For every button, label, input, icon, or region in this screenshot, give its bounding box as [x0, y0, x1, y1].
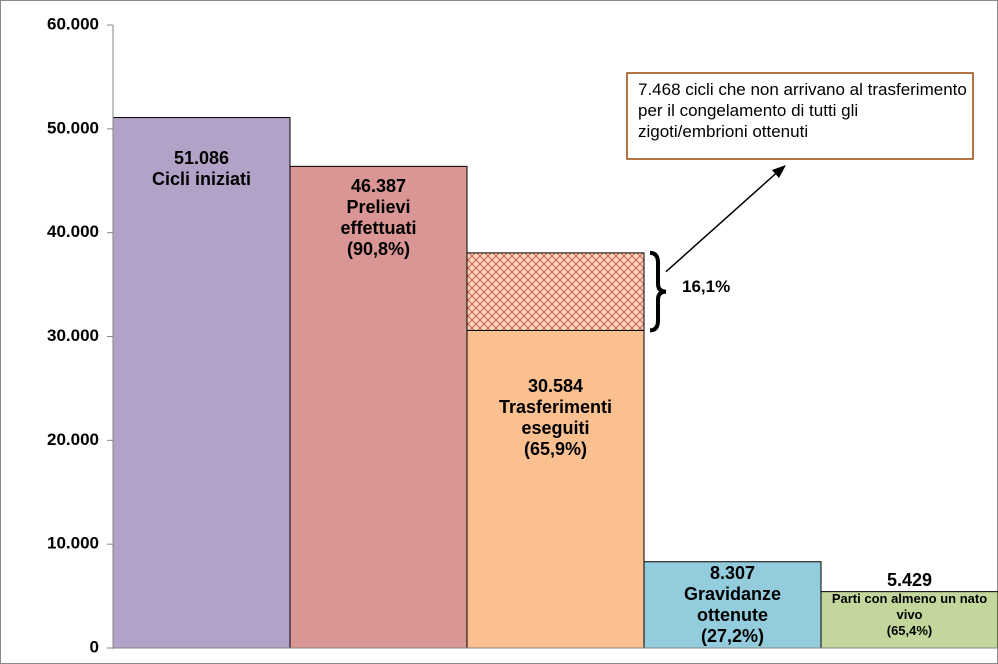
category-label: Prelievi effettuati	[340, 197, 417, 238]
y-tick-label: 50.000	[47, 118, 99, 137]
bar	[820, 591, 998, 649]
share-label: (65,4%)	[886, 623, 933, 638]
arrow	[665, 167, 783, 273]
y-tick-label: 30.000	[47, 326, 99, 345]
bar-label-box: 46.387 Prelievi effettuati (90,8%)	[324, 176, 434, 260]
bar-label-box: 5.429 Parti con almeno un nato vivo (65,4%…	[825, 570, 995, 639]
bar	[289, 165, 468, 649]
annotation: 7.468 cicli che non arrivano al trasferi…	[638, 80, 967, 141]
arrow-head	[772, 165, 786, 178]
bar-label-box: 51.086 Cicli iniziati	[113, 148, 290, 190]
value-label: 8.307	[709, 563, 756, 583]
annotation-box	[626, 72, 974, 160]
value-label: 30.584	[527, 376, 584, 396]
gap-share: 16,1%	[682, 277, 730, 296]
bar	[643, 561, 822, 649]
category-label: Gravidanze ottenute	[683, 584, 782, 625]
y-tick-label: 20.000	[47, 430, 99, 449]
category-label: Parti con almeno un nato vivo	[831, 591, 988, 622]
value-label: 51.086	[173, 148, 230, 168]
category-label: Trasferimenti eseguiti	[498, 397, 613, 438]
value-label: 46.387	[350, 176, 407, 196]
y-tick-label: 60.000	[47, 14, 99, 33]
brace	[649, 250, 667, 333]
gap-segment	[466, 252, 645, 331]
share-label: (90,8%)	[346, 239, 411, 259]
share-label: (27,2%)	[700, 626, 765, 646]
value-label: 5.429	[886, 570, 933, 590]
annotation-text: 7.468 cicli che non arrivano al trasferi…	[638, 80, 967, 141]
y-tick-label: 40.000	[47, 222, 99, 241]
share-label: (65,9%)	[523, 439, 588, 459]
y-tick-label: 10.000	[47, 534, 99, 553]
y-tick-label: 0	[90, 637, 99, 656]
category-label: Cicli iniziati	[151, 169, 252, 189]
bar-label-box: 8.307 Gravidanze ottenute (27,2%)	[658, 563, 808, 647]
bar	[466, 329, 645, 649]
bar-label-box: 30.584 Trasferimenti eseguiti (65,9%)	[476, 376, 636, 460]
